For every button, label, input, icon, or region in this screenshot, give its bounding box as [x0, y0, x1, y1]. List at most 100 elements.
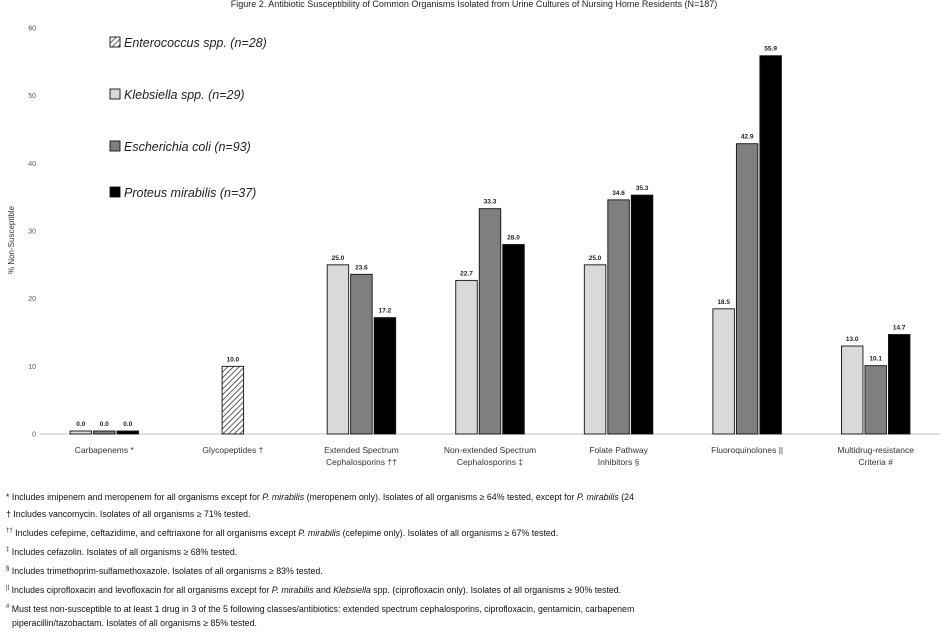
- data-label: 55.9: [764, 46, 777, 53]
- bar: [69, 430, 92, 435]
- footnote: †† Includes cefepime, ceftazidime, and c…: [6, 523, 948, 542]
- data-label: 35.3: [636, 185, 649, 192]
- bar: [759, 55, 782, 435]
- legend-swatch: [109, 88, 121, 100]
- data-label: 22.7: [460, 270, 473, 277]
- legend-entry: Enterococcus spp. (n=28): [124, 36, 267, 50]
- category-label: Multidrug-resistance: [837, 445, 914, 455]
- bar: [630, 194, 654, 435]
- category-label: Cephalosporins ‡: [457, 457, 523, 467]
- footnotes: * Includes imipenem and meropenem for al…: [6, 489, 948, 628]
- footnote-text: (cefepime only). Isolates of all organis…: [340, 527, 559, 538]
- bar: [221, 365, 245, 435]
- category-label: Criteria #: [858, 457, 893, 467]
- legend-swatch: [109, 140, 121, 152]
- footnote-mark: §: [6, 565, 10, 572]
- data-label: 17.2: [379, 308, 392, 315]
- bar: [478, 208, 502, 435]
- legend: Enterococcus spp. (n=28) Klebsiella spp. …: [109, 36, 267, 200]
- data-label: 33.3: [484, 199, 497, 206]
- category-label: Carbapenems *: [75, 445, 135, 455]
- footnote-mark: ||: [6, 584, 10, 591]
- data-label: 10.0: [227, 356, 240, 363]
- legend-entry: Klebsiella spp. (n=29): [124, 88, 245, 102]
- y-tick-label: 40: [28, 161, 36, 168]
- category-label: Folate Pathway: [589, 445, 648, 455]
- bar: [841, 345, 864, 435]
- footnote-text: Includes vancomycin. Isolates of all org…: [13, 509, 251, 519]
- data-label: 0.0: [123, 421, 132, 428]
- data-label: 0.0: [76, 421, 85, 428]
- footnote: # Must test non-susceptible to at least …: [6, 599, 948, 628]
- bar: [712, 308, 735, 435]
- legend-swatch: [109, 186, 121, 198]
- footnote: § Includes trimethoprim-sulfamethoxazole…: [6, 561, 948, 580]
- category-label: Extended Spectrum: [324, 445, 399, 455]
- footnote-mark: *: [6, 492, 10, 502]
- footnote-mark: ††: [6, 528, 13, 534]
- data-label: 28.0: [507, 235, 520, 242]
- bar: [116, 430, 139, 435]
- bar-chart: Figure 2. Antibiotic Susceptibility of C…: [7, 0, 940, 467]
- bar: [93, 430, 116, 435]
- data-label: 18.5: [717, 299, 730, 306]
- footnote-text: and: [313, 584, 334, 595]
- y-tick-label: 0: [32, 432, 36, 439]
- y-tick-label: 10: [28, 364, 36, 371]
- footnote-text: (24: [618, 492, 634, 502]
- bar: [455, 279, 478, 435]
- legend-swatch: [109, 36, 121, 48]
- bar: [888, 334, 911, 435]
- footnote-text: Includes cefepime, ceftazidime, and ceft…: [15, 527, 299, 538]
- data-label: 42.9: [741, 134, 754, 141]
- y-tick-label: 20: [28, 296, 36, 303]
- footnote-text: P. mirabilis: [576, 492, 619, 502]
- legend-entry: Escherichia coli (n=93): [124, 140, 251, 154]
- bar: [607, 199, 630, 435]
- footnote-text: P. mirabilis: [271, 584, 314, 595]
- footnote-text: Includes imipenem and meropenem for all …: [11, 492, 263, 502]
- chart-title: Figure 2. Antibiotic Susceptibility of C…: [231, 0, 717, 9]
- bar: [735, 143, 759, 435]
- footnote-mark: †: [6, 509, 11, 519]
- y-tick-label: 50: [28, 93, 36, 100]
- footnote-text: Must test non-susceptible to at least 1 …: [11, 603, 635, 614]
- footnote: || Includes ciprofloxacin and levofloxac…: [6, 580, 948, 599]
- data-label: 14.7: [893, 325, 906, 332]
- footnote-text: (meropenem only). Isolates of all organi…: [304, 492, 577, 502]
- footnote-mark: ‡: [6, 546, 10, 553]
- bars: 0.0 0.0 0.0 10.0 25.0 23.6 17.2 22.7 33.3 28.0 25.…: [69, 46, 911, 435]
- footnote: * Includes imipenem and meropenem for al…: [6, 489, 948, 506]
- footnote-text: Includes cefazolin. Isolates of all orga…: [11, 546, 238, 557]
- footnote: ‡ Includes cefazolin. Isolates of all or…: [6, 542, 948, 561]
- data-label: 34.6: [612, 190, 625, 197]
- footnote-mark: #: [6, 603, 10, 610]
- y-tick-label: 30: [28, 229, 36, 236]
- footnote-text: P. mirabilis: [298, 527, 341, 538]
- data-label: 13.0: [846, 336, 859, 343]
- category-label: Inhibitors §: [598, 457, 640, 467]
- footnote-continuation: piperacillin/tazobactam. Isolates of all…: [12, 617, 257, 628]
- footnote-text: Includes trimethoprim-sulfamethoxazole. …: [11, 565, 323, 576]
- data-label: 23.6: [355, 264, 368, 271]
- bar: [864, 365, 887, 435]
- footnote-text: Includes ciprofloxacin and levofloxacin …: [11, 584, 272, 595]
- footnote-text: P. mirabilis: [262, 492, 305, 502]
- footnote-text: spp. (ciprofloxacin only). Isolates of a…: [370, 584, 622, 595]
- footnote: † Includes vancomycin. Isolates of all o…: [6, 506, 948, 523]
- footnote-text: Klebsiella: [333, 584, 371, 595]
- y-axis-label: % Non-Susceptible: [7, 205, 16, 274]
- y-tick-label: 60: [28, 26, 36, 33]
- category-label: Non-extended Spectrum: [444, 445, 536, 455]
- category-label: Fluoroquinolones ||: [711, 445, 783, 455]
- category-label: Cephalosporins ††: [326, 457, 397, 467]
- bar: [502, 244, 525, 435]
- category-label: Glycopeptides †: [202, 445, 263, 455]
- data-label: 0.0: [100, 421, 109, 428]
- category-labels: Carbapenems * Glycopeptides † Extended Spe…: [75, 445, 914, 467]
- bar: [326, 264, 350, 435]
- bar: [373, 317, 397, 435]
- data-label: 25.0: [332, 255, 345, 262]
- legend-entry: Proteus mirabilis (n=37): [124, 186, 256, 200]
- bar: [583, 264, 607, 435]
